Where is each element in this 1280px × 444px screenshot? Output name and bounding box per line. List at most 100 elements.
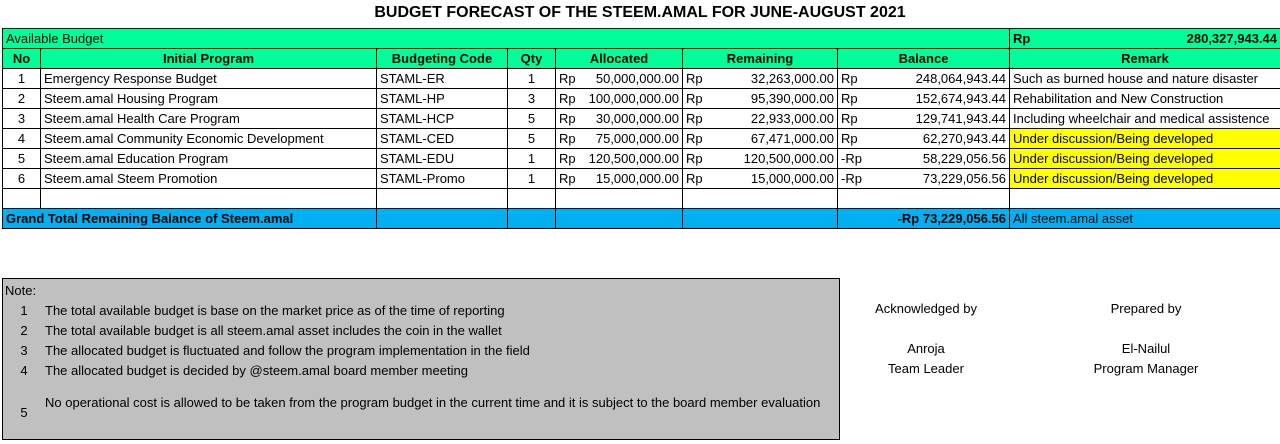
remaining-currency: Rp — [686, 111, 703, 126]
row-remaining: Rp 15,000,000.00 — [682, 168, 838, 189]
row-remark: Under discussion/Being developed — [1009, 128, 1280, 149]
row-remaining: Rp 95,390,000.00 — [682, 88, 838, 109]
table-row: 6 Steem.amal Steem Promotion STAML-Promo 1 R… — [2, 168, 1280, 189]
row-program: Emergency Response Budget — [40, 68, 377, 89]
allocated-amount: 50,000,000.00 — [595, 71, 679, 86]
row-remark: Such as burned house and nature disaster — [1009, 68, 1280, 89]
remaining-amount: 120,500,000.00 — [743, 151, 834, 166]
grand-total-row: Grand Total Remaining Balance of Steem.a… — [2, 208, 1280, 229]
remaining-amount: 22,933,000.00 — [750, 111, 834, 126]
row-program: Steem.amal Community Economic Developmen… — [40, 128, 377, 149]
row-qty: 3 — [507, 88, 556, 109]
row-balance: -Rp 58,229,056.56 — [837, 148, 1010, 169]
balance-currency: Rp — [841, 131, 858, 146]
row-code: STAML-HP — [376, 88, 508, 109]
allocated-amount: 120,500,000.00 — [588, 151, 679, 166]
row-no: 2 — [2, 88, 41, 109]
header-remaining: Remaining — [682, 48, 838, 69]
balance-amount: 248,064,943.44 — [915, 71, 1006, 86]
allocated-amount: 75,000,000.00 — [595, 131, 679, 146]
acknowledged-name: Anroja — [907, 341, 945, 356]
remaining-amount: 32,263,000.00 — [750, 71, 834, 86]
row-remark: Under discussion/Being developed — [1009, 148, 1280, 169]
row-allocated: Rp 100,000,000.00 — [555, 88, 683, 109]
note-number: 2 — [20, 323, 28, 338]
allocated-currency: Rp — [559, 91, 576, 106]
row-no: 3 — [2, 108, 41, 129]
remaining-amount: 15,000,000.00 — [750, 171, 834, 186]
grand-total-remark: All steem.amal asset — [1009, 208, 1280, 229]
balance-amount: 129,741,943.44 — [915, 111, 1006, 126]
row-qty: 1 — [507, 148, 556, 169]
row-balance: Rp 129,741,943.44 — [837, 108, 1010, 129]
header-balance: Balance — [837, 48, 1010, 69]
notes-box: Note: 1 The total available budget is bas… — [2, 278, 840, 440]
table-row: 2 Steem.amal Housing Program STAML-HP 3 Rp 10… — [2, 88, 1280, 109]
note-number: 4 — [20, 363, 28, 378]
table-row: 1 Emergency Response Budget STAML-ER 1 Rp 50,… — [2, 68, 1280, 89]
header-qty: Qty — [507, 48, 556, 69]
row-balance: -Rp 73,229,056.56 — [837, 168, 1010, 189]
note-number: 5 — [20, 405, 28, 420]
empty-row — [2, 188, 1280, 209]
balance-amount: 152,674,943.44 — [915, 91, 1006, 106]
balance-currency: -Rp — [841, 171, 862, 186]
allocated-amount: 30,000,000.00 — [595, 111, 679, 126]
allocated-currency: Rp — [559, 71, 576, 86]
notes-label: Note: — [5, 283, 37, 298]
allocated-currency: Rp — [559, 171, 576, 186]
remaining-amount: 95,390,000.00 — [750, 91, 834, 106]
allocated-amount: 15,000,000.00 — [595, 171, 679, 186]
row-code: STAML-CED — [376, 128, 508, 149]
row-qty: 1 — [507, 68, 556, 89]
row-qty: 5 — [507, 108, 556, 129]
remaining-currency: Rp — [686, 171, 703, 186]
remaining-currency: Rp — [686, 151, 703, 166]
header-allocated: Allocated — [555, 48, 683, 69]
available-amount: 280,327,943.44 — [1186, 31, 1277, 46]
prepared-role: Program Manager — [1093, 361, 1199, 376]
balance-amount: 62,270,943.44 — [922, 131, 1006, 146]
row-balance: Rp 248,064,943.44 — [837, 68, 1010, 89]
row-remaining: Rp 22,933,000.00 — [682, 108, 838, 129]
table-row: 3 Steem.amal Health Care Program STAML-HCP… — [2, 108, 1280, 129]
remaining-currency: Rp — [686, 131, 703, 146]
remaining-currency: Rp — [686, 71, 703, 86]
row-code: STAML-Promo — [376, 168, 508, 189]
row-remark: Under discussion/Being developed — [1009, 168, 1280, 189]
balance-currency: Rp — [841, 111, 858, 126]
row-allocated: Rp 30,000,000.00 — [555, 108, 683, 129]
row-program: Steem.amal Education Program — [40, 148, 377, 169]
balance-currency: Rp — [841, 91, 858, 106]
acknowledged-role: Team Leader — [888, 361, 964, 376]
row-balance: Rp 152,674,943.44 — [837, 88, 1010, 109]
row-no: 6 — [2, 168, 41, 189]
table-row: 5 Steem.amal Education Program STAML-EDU 1 R… — [2, 148, 1280, 169]
row-remaining: Rp 32,263,000.00 — [682, 68, 838, 89]
row-remaining: Rp 67,471,000.00 — [682, 128, 838, 149]
sheet-title: BUDGET FORECAST OF THE STEEM.AMAL FOR JU… — [374, 4, 906, 21]
row-code: STAML-EDU — [376, 148, 508, 169]
grand-total-label: Grand Total Remaining Balance of Steem.a… — [2, 208, 377, 229]
grand-total-value: -Rp 73,229,056.56 — [837, 208, 1010, 229]
note-number: 1 — [20, 303, 28, 318]
available-budget-row: Available Budget Rp 280,327,943.44 — [2, 28, 1280, 49]
row-code: STAML-HCP — [376, 108, 508, 129]
row-no: 5 — [2, 148, 41, 169]
available-budget-amount: Rp 280,327,943.44 — [1009, 28, 1280, 49]
note-text: The total available budget is base on th… — [45, 303, 505, 318]
row-remark: Rehabilitation and New Construction — [1009, 88, 1280, 109]
row-balance: Rp 62,270,943.44 — [837, 128, 1010, 149]
row-qty: 1 — [507, 168, 556, 189]
row-program: Steem.amal Housing Program — [40, 88, 377, 109]
available-currency: Rp — [1013, 31, 1031, 46]
row-allocated: Rp 75,000,000.00 — [555, 128, 683, 149]
note-text: The allocated budget is decided by @stee… — [45, 363, 468, 378]
allocated-currency: Rp — [559, 151, 576, 166]
allocated-amount: 100,000,000.00 — [588, 91, 679, 106]
balance-currency: Rp — [841, 71, 858, 86]
note-text: No operational cost is allowed to be tak… — [45, 395, 821, 410]
acknowledged-by-label: Acknowledged by — [875, 301, 977, 316]
row-remark: Including wheelchair and medical assiste… — [1009, 108, 1280, 129]
row-remaining: Rp 120,500,000.00 — [682, 148, 838, 169]
